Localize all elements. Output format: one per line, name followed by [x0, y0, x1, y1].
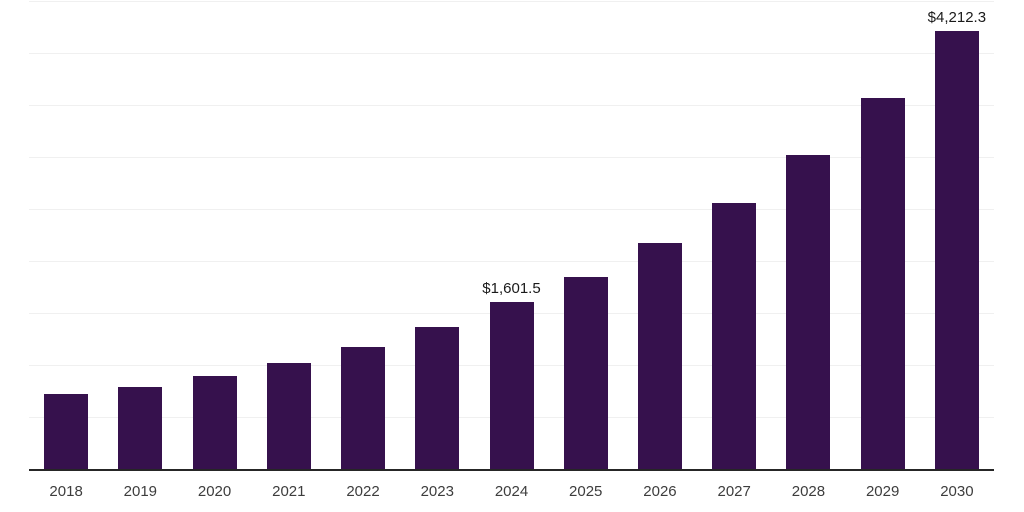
- bar-2023: [415, 327, 460, 469]
- x-tick-label-2023: 2023: [420, 483, 454, 500]
- bar-2029: [860, 98, 905, 469]
- bar-2019: [118, 386, 163, 469]
- x-tick-label-2028: 2028: [791, 483, 826, 500]
- gridline: [29, 105, 994, 106]
- x-tick-label-2029: 2029: [865, 483, 900, 500]
- gridline: [29, 1, 994, 2]
- x-tick-label-2018: 2018: [49, 483, 83, 500]
- bar-2018: [44, 394, 89, 469]
- bar-2025: [563, 276, 608, 469]
- bar-value-label-2024: $1,601.5: [482, 280, 541, 298]
- bar-2021: [266, 362, 311, 469]
- bar-2022: [341, 346, 386, 469]
- gridline: [29, 157, 994, 158]
- x-tick-label-2030: 2030: [940, 483, 974, 500]
- bar-2027: [712, 202, 757, 469]
- bar-2026: [637, 242, 682, 469]
- bar-2024: [489, 302, 534, 469]
- x-tick-label-2021: 2021: [272, 483, 306, 500]
- x-axis-line: [29, 469, 994, 471]
- x-tick-label-2024: 2024: [494, 483, 529, 500]
- bar-2020: [192, 375, 237, 469]
- x-tick-label-2025: 2025: [569, 483, 603, 500]
- x-tick-label-2020: 2020: [197, 483, 232, 500]
- gridline: [29, 209, 994, 210]
- x-tick-label-2026: 2026: [643, 483, 677, 500]
- bar-2030: [934, 30, 979, 469]
- gridline: [29, 261, 994, 262]
- x-tick-label-2027: 2027: [717, 483, 751, 500]
- x-tick-label-2019: 2019: [123, 483, 158, 500]
- x-tick-label-2022: 2022: [346, 483, 380, 500]
- bar-2028: [786, 155, 831, 469]
- bar-value-label-2030: $4,212.3: [927, 8, 987, 26]
- gridline: [29, 53, 994, 54]
